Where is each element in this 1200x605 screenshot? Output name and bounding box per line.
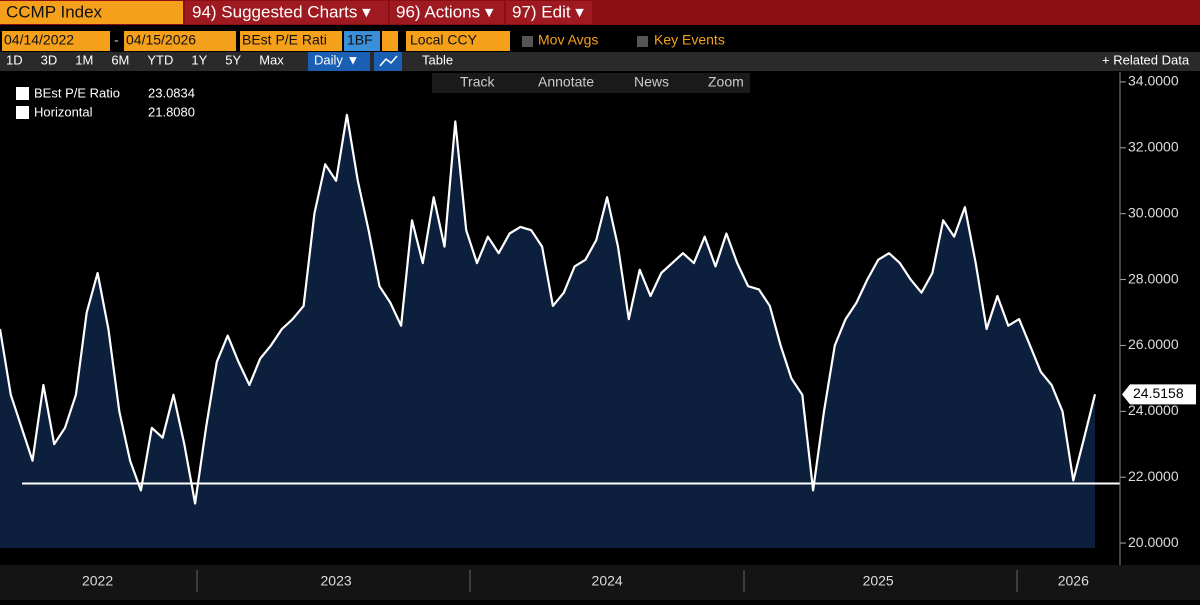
currency-input[interactable]: [406, 31, 510, 51]
y-tick-label: 32.0000: [1128, 139, 1179, 155]
x-axis-band: [0, 565, 1200, 600]
x-tick-label: 2025: [863, 573, 894, 589]
frequency[interactable]: Daily ▼: [314, 52, 359, 67]
period[interactable]: 1BF: [347, 32, 373, 48]
range-button[interactable]: 1D: [6, 52, 23, 67]
legend-label: Horizontal: [34, 104, 93, 119]
checkbox[interactable]: [522, 36, 533, 47]
range-button[interactable]: YTD: [147, 52, 173, 67]
checkbox[interactable]: [637, 36, 648, 47]
area: [0, 114, 1095, 549]
last-value: 24.5158: [1133, 385, 1184, 401]
related-data[interactable]: + Related Data: [1102, 52, 1190, 67]
x-tick-label: 2026: [1058, 573, 1089, 589]
range-button[interactable]: 5Y: [225, 52, 241, 67]
range-button[interactable]: Max: [259, 52, 284, 67]
date-input[interactable]: [2, 31, 110, 51]
menu[interactable]: 94) Suggested Charts ▾: [192, 2, 371, 21]
y-tick-label: 20.0000: [1128, 534, 1179, 550]
ticker[interactable]: CCMP Index: [6, 2, 103, 21]
y-tick-label: 22.0000: [1128, 468, 1179, 484]
tool[interactable]: News: [634, 74, 669, 90]
menu-button[interactable]: [506, 1, 592, 24]
menu-button[interactable]: [390, 1, 504, 24]
table-button[interactable]: Table: [422, 52, 453, 67]
tool[interactable]: Track: [460, 74, 495, 90]
legend-value: 23.0834: [148, 85, 195, 100]
menu[interactable]: 96) Actions ▾: [396, 2, 494, 21]
date-sep: -: [114, 32, 119, 48]
ticker-box[interactable]: [0, 1, 183, 24]
y-tick-label: 28.0000: [1128, 270, 1179, 286]
x-tick-label: 2024: [592, 573, 623, 589]
legend: [10, 80, 210, 126]
y-tick-label: 26.0000: [1128, 336, 1179, 352]
legend-swatch: [16, 106, 29, 119]
menu-button[interactable]: [185, 1, 388, 24]
option[interactable]: Mov Avgs: [538, 32, 598, 48]
last-value-marker: [1122, 384, 1196, 405]
end-date[interactable]: 04/15/2026: [126, 32, 196, 48]
x-tick-label: 2022: [82, 573, 113, 589]
tool[interactable]: Zoom: [708, 74, 744, 90]
start-date[interactable]: 04/14/2022: [4, 32, 74, 48]
range-button[interactable]: 3D: [41, 52, 58, 67]
legend-swatch: [16, 87, 29, 100]
range-button[interactable]: 6M: [111, 52, 129, 67]
currency[interactable]: Local CCY: [410, 32, 478, 48]
x-tick-label: 2023: [321, 573, 352, 589]
y-tick-label: 24.0000: [1128, 402, 1179, 418]
legend-value: 21.8080: [148, 104, 195, 119]
date-input[interactable]: [124, 31, 236, 51]
legend-label: BEst P/E Ratio: [34, 85, 120, 100]
tool[interactable]: Annotate: [538, 74, 594, 90]
field-input[interactable]: [240, 31, 342, 51]
line: [0, 113, 1097, 505]
y-tick-label: 30.0000: [1128, 204, 1179, 220]
menu[interactable]: 97) Edit ▾: [512, 2, 584, 21]
range-button[interactable]: 1Y: [191, 52, 207, 67]
range-bar: [0, 52, 1200, 71]
y-tick-label: 34.0000: [1128, 73, 1179, 89]
field[interactable]: BEst P/E Rati: [242, 32, 327, 48]
frequency-button[interactable]: [308, 52, 370, 71]
period-input[interactable]: [344, 31, 380, 51]
range-button[interactable]: 1M: [75, 52, 93, 67]
dropdown[interactable]: [382, 31, 398, 51]
chart-tools: [432, 73, 750, 93]
option[interactable]: Key Events: [654, 32, 725, 48]
icon: [379, 55, 398, 67]
